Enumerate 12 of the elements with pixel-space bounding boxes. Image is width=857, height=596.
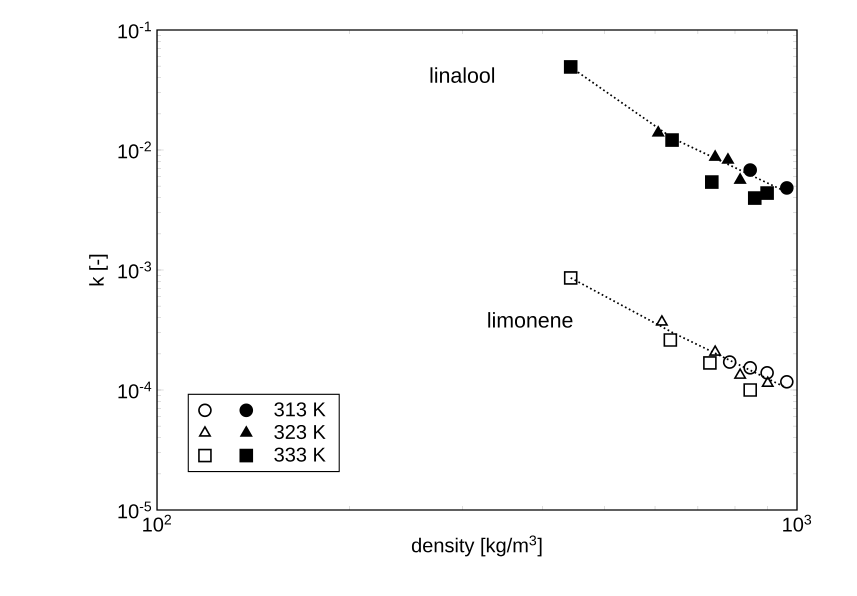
annotation: limonene (488, 312, 572, 328)
y-tick-label: 10$^{-3}$ (118, 262, 152, 278)
x-tick-label: 10$^{3}$ (783, 514, 812, 532)
x-axis-title: density [kg/m$^{3}$] (412, 535, 542, 556)
y-tick-label: 10$^{-4}$ (118, 382, 152, 398)
y-tick-label: 10$^{-1}$ (118, 22, 151, 38)
y-tick-label: 10$^{-2}$ (118, 142, 151, 158)
legend-label: 313 K (274, 402, 326, 416)
legend-label: 333 K (274, 448, 326, 462)
y-axis-title: k [-] (89, 254, 108, 286)
legend-label: 323 K (274, 424, 326, 440)
annotation: linalool (430, 67, 494, 83)
